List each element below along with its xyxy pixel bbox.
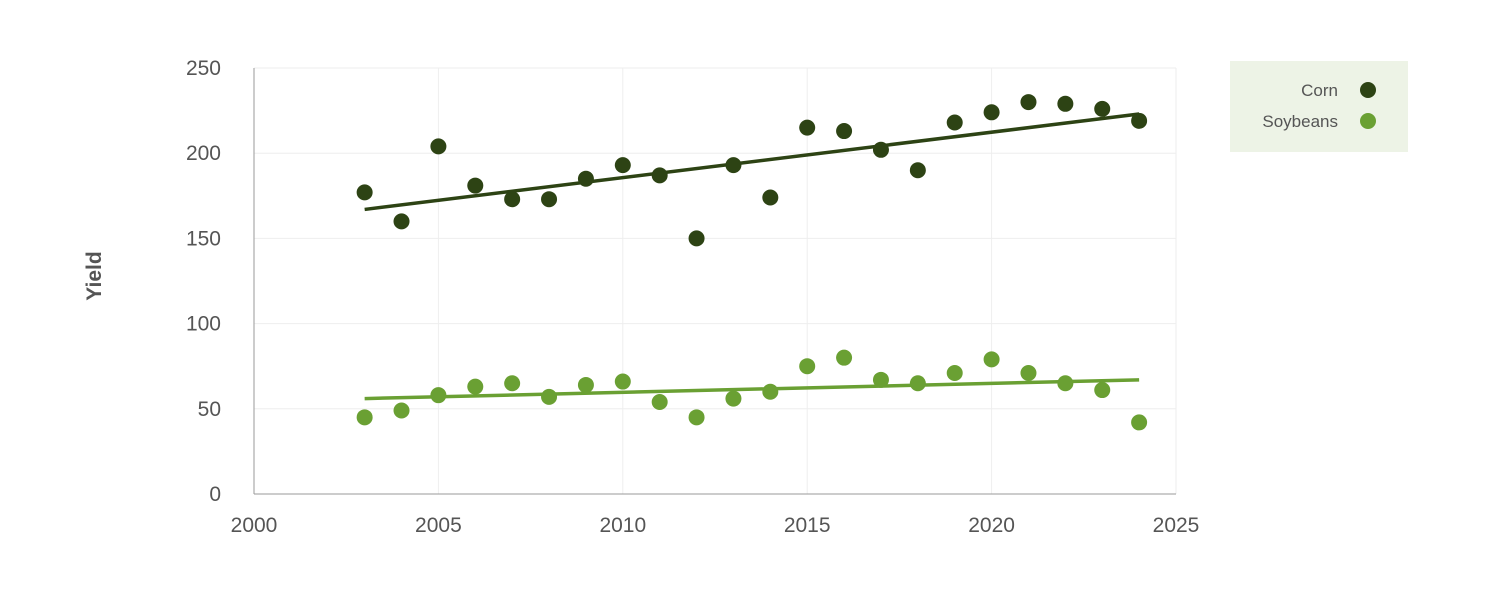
soybeans-point [762, 383, 779, 400]
soybeans-point [504, 375, 521, 392]
corn-trend-line [364, 112, 1140, 212]
y-tick-label: 200 [186, 142, 221, 165]
soybeans-point [1020, 365, 1037, 382]
corn-point [467, 177, 484, 194]
corn-point [1020, 94, 1037, 111]
soybeans-point [577, 376, 594, 393]
corn-point [688, 230, 705, 247]
corn-point [504, 191, 521, 208]
y-tick-label: 50 [198, 398, 221, 421]
legend-items: Corn Soybeans [1262, 81, 1376, 131]
corn-point [1094, 100, 1111, 117]
soybeans-point [799, 358, 816, 375]
soybeans-point [725, 390, 742, 407]
y-tick-labels: 0 50 100 150 200 250 [186, 57, 221, 506]
corn-point [430, 138, 447, 155]
axes [253, 68, 1176, 495]
corn-point [577, 170, 594, 187]
corn-point [799, 119, 816, 136]
x-tick-labels: 2000 2005 2010 2015 2020 2025 [231, 514, 1200, 537]
soybeans-point [688, 409, 705, 426]
soybeans-point [541, 388, 558, 405]
corn-point [393, 213, 410, 230]
y-axis-title: Yield [83, 251, 106, 300]
soybeans-point [393, 402, 410, 419]
y-tick-label: 0 [209, 483, 221, 506]
legend-marker-soybeans [1360, 113, 1376, 129]
legend-label-corn: Corn [1301, 81, 1338, 100]
y-tick-label: 150 [186, 227, 221, 250]
data-points [356, 94, 1148, 431]
corn-point [541, 191, 558, 208]
legend-marker-corn [1360, 82, 1376, 98]
corn-point [909, 162, 926, 179]
soybeans-point [909, 375, 926, 392]
x-tick-label: 2010 [599, 514, 646, 537]
x-tick-label: 2000 [231, 514, 278, 537]
soybeans-trend-line [364, 378, 1140, 401]
soybeans-point [467, 378, 484, 395]
soybeans-point [356, 409, 373, 426]
soybeans-point [651, 393, 668, 410]
soybeans-point [1131, 414, 1148, 431]
corn-point [983, 104, 1000, 121]
corn-point [872, 141, 889, 158]
soybeans-point [1094, 382, 1111, 399]
soybeans-point [614, 373, 631, 390]
legend: Corn Soybeans [1230, 61, 1408, 152]
corn-point [762, 189, 779, 206]
corn-point [614, 157, 631, 174]
x-tick-label: 2020 [968, 514, 1015, 537]
legend-label-soybeans: Soybeans [1262, 112, 1338, 131]
corn-point [1131, 112, 1148, 129]
x-tick-label: 2005 [415, 514, 462, 537]
corn-point [836, 123, 853, 140]
soybeans-point [1057, 375, 1074, 392]
corn-point [946, 114, 963, 131]
corn-point [725, 157, 742, 174]
x-tick-label: 2025 [1153, 514, 1200, 537]
soybeans-point [430, 387, 447, 404]
grid [254, 67, 1177, 494]
legend-background [1230, 61, 1408, 152]
y-tick-label: 100 [186, 313, 221, 336]
soybeans-point [983, 351, 1000, 368]
soybeans-point [836, 349, 853, 366]
corn-point [356, 184, 373, 201]
soybeans-point [946, 365, 963, 382]
corn-point [651, 167, 668, 184]
trend-lines [364, 112, 1140, 401]
y-tick-label: 250 [186, 57, 221, 80]
soybeans-point [872, 371, 889, 388]
corn-point [1057, 95, 1074, 112]
x-tick-label: 2015 [784, 514, 831, 537]
